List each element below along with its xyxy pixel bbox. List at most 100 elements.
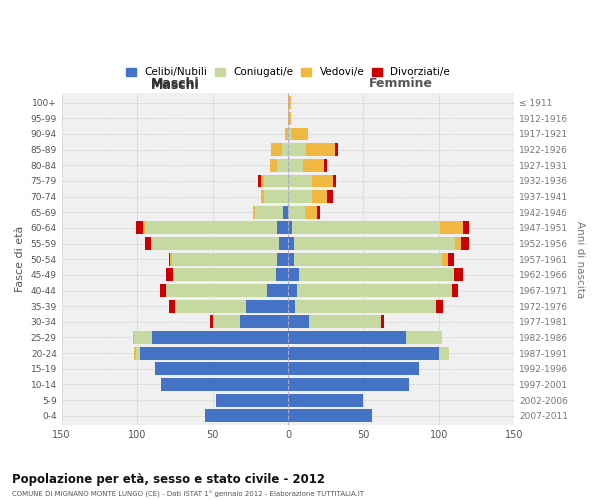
Bar (442, 253, 448, 266)
Bar (155, 362, 288, 375)
Bar (277, 159, 288, 172)
Bar (140, 346, 288, 360)
Bar (145, 222, 277, 234)
Bar (288, 112, 291, 125)
Bar (264, 174, 288, 188)
Bar (134, 346, 136, 360)
Bar (306, 143, 335, 156)
Bar (440, 222, 463, 234)
Bar (285, 128, 288, 140)
Bar (288, 394, 364, 406)
Bar (152, 331, 288, 344)
Text: Maschi: Maschi (151, 77, 199, 90)
Legend: Celibi/Nubili, Coniugati/e, Vedovi/e, Divorziati/e: Celibi/Nubili, Coniugati/e, Vedovi/e, Di… (124, 66, 452, 80)
Bar (261, 190, 264, 203)
Bar (205, 410, 288, 422)
Bar (246, 300, 288, 312)
Bar (288, 96, 291, 109)
Bar (288, 268, 299, 281)
Bar (288, 362, 419, 375)
Bar (173, 268, 276, 281)
Bar (288, 190, 312, 203)
Bar (169, 253, 170, 266)
Bar (292, 222, 440, 234)
Bar (305, 206, 317, 218)
Bar (279, 237, 288, 250)
Bar (288, 237, 294, 250)
Bar (448, 253, 454, 266)
Bar (264, 190, 288, 203)
Bar (209, 316, 212, 328)
Bar (169, 300, 175, 312)
Bar (312, 190, 327, 203)
Bar (452, 284, 458, 297)
Y-axis label: Fasce di età: Fasce di età (15, 226, 25, 292)
Bar (327, 190, 333, 203)
Bar (145, 237, 151, 250)
Bar (295, 300, 436, 312)
Bar (288, 206, 305, 218)
Bar (288, 143, 306, 156)
Bar (255, 206, 283, 218)
Bar (277, 253, 288, 266)
Bar (253, 206, 255, 218)
Text: Femmine: Femmine (369, 77, 433, 90)
Bar (277, 222, 288, 234)
Bar (276, 268, 288, 281)
Bar (309, 316, 382, 328)
Bar (271, 143, 282, 156)
Bar (267, 284, 288, 297)
Bar (406, 331, 442, 344)
Bar (288, 300, 295, 312)
Bar (172, 253, 277, 266)
Bar (261, 174, 264, 188)
Bar (335, 143, 338, 156)
Bar (288, 253, 294, 266)
Bar (288, 410, 373, 422)
Bar (294, 237, 455, 250)
Bar (134, 331, 152, 344)
Bar (333, 174, 336, 188)
Bar (288, 159, 303, 172)
Bar (270, 159, 277, 172)
Bar (239, 316, 288, 328)
Bar (288, 331, 406, 344)
Bar (288, 346, 439, 360)
Bar (282, 143, 288, 156)
Bar (151, 237, 279, 250)
Text: Popolazione per età, sesso e stato civile - 2012: Popolazione per età, sesso e stato civil… (12, 472, 325, 486)
Bar (436, 300, 443, 312)
Bar (303, 159, 324, 172)
Bar (166, 284, 267, 297)
Bar (288, 378, 409, 391)
Text: COMUNE DI MIGNANO MONTE LUNGO (CE) - Dati ISTAT 1° gennaio 2012 - Elaborazione T: COMUNE DI MIGNANO MONTE LUNGO (CE) - Dat… (12, 491, 364, 498)
Bar (212, 316, 239, 328)
Bar (454, 268, 463, 281)
Bar (136, 222, 143, 234)
Bar (291, 128, 308, 140)
Bar (299, 268, 454, 281)
Y-axis label: Anni di nascita: Anni di nascita (575, 220, 585, 298)
Bar (143, 222, 145, 234)
Bar (283, 206, 288, 218)
Bar (297, 284, 452, 297)
Bar (160, 284, 166, 297)
Bar (312, 174, 333, 188)
Text: Maschi: Maschi (151, 78, 199, 92)
Bar (170, 253, 172, 266)
Bar (133, 331, 134, 344)
Bar (288, 284, 297, 297)
Bar (288, 128, 291, 140)
Bar (258, 174, 261, 188)
Bar (175, 300, 246, 312)
Bar (161, 378, 288, 391)
Bar (463, 222, 469, 234)
Bar (439, 346, 449, 360)
Bar (288, 222, 292, 234)
Bar (166, 268, 173, 281)
Bar (136, 346, 140, 360)
Bar (455, 237, 461, 250)
Bar (324, 159, 327, 172)
Bar (294, 253, 442, 266)
Bar (288, 316, 309, 328)
